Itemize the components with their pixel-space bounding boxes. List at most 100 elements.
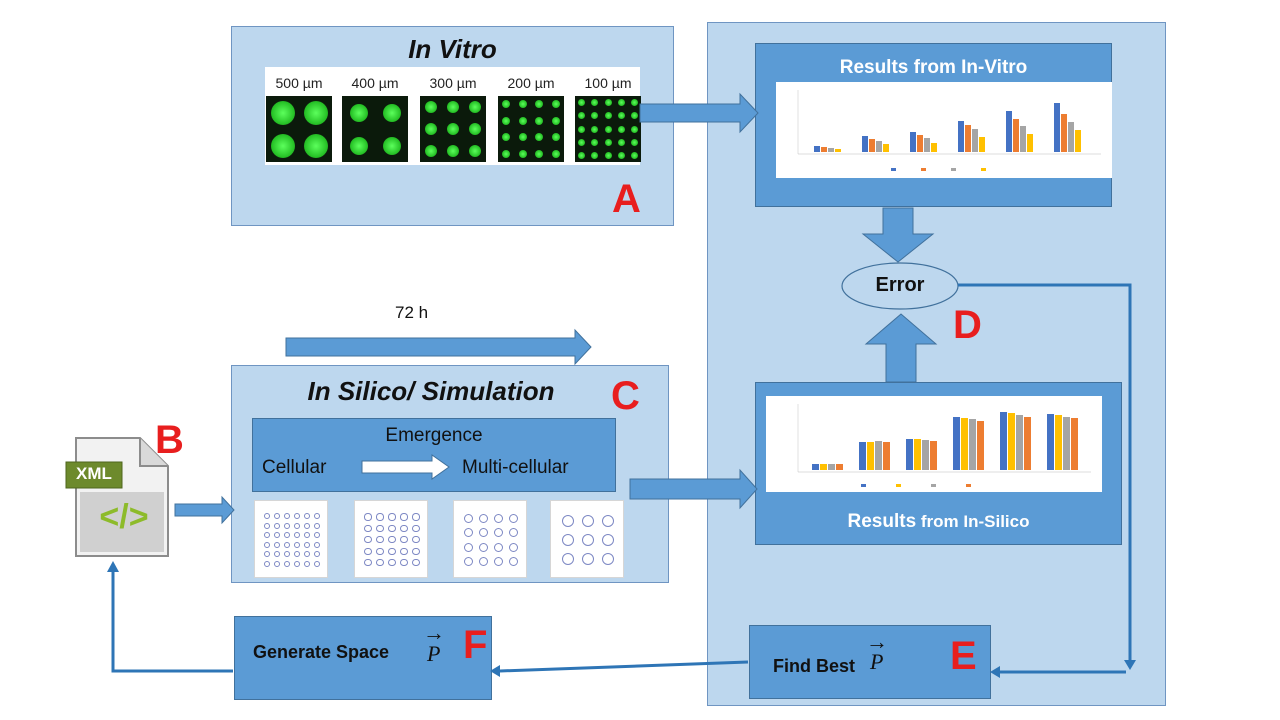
in-vitro-chart-svg [797,90,1101,171]
bar [876,141,882,152]
fluorescent-spot [551,133,560,142]
simulated-cell-cluster [400,513,408,521]
fluorescent-spot [604,151,612,159]
microscopy-image-300 [420,96,486,162]
simulated-cell-cluster [364,547,372,555]
bar [969,419,976,470]
simulation-image-300 [453,500,527,578]
simulated-cell-cluster [412,559,420,567]
simulated-cell-cluster [364,559,372,567]
fluorescent-spot [447,101,459,113]
fluorescent-spot [630,138,638,146]
bar [836,464,843,470]
simulated-cell-cluster [376,524,384,532]
simulated-cell-cluster [582,534,594,546]
bar [869,139,875,152]
bar [828,464,835,470]
fluorescent-spot [578,151,586,159]
fluorescent-spot [425,145,437,157]
fluorescent-spot [535,149,544,158]
bar [906,439,913,470]
patch-label-500: 500 µm [275,75,323,91]
bar [1024,417,1031,470]
fluorescent-spot [425,101,437,113]
patch-label-300: 300 µm [429,75,477,91]
results-in-silico-title-rest: from In-Silico [916,512,1030,531]
fluorescent-spot [578,138,586,146]
simulated-cell-cluster [582,553,594,565]
simulated-cell-cluster [464,514,473,523]
find-best-box [749,625,991,699]
simulated-cell-cluster [304,541,310,548]
simulated-cell-cluster [294,532,300,538]
fluorescent-spot [617,125,625,133]
simulated-cell-cluster [284,541,290,548]
simulated-cell-cluster [284,522,290,529]
bar [930,441,937,470]
microscopy-image-200 [498,96,564,162]
generate-space-label: Generate Space [253,642,390,662]
bar [883,442,890,470]
fluorescent-spot [349,136,368,155]
label-b: B [155,418,184,462]
bar [977,421,984,470]
multicellular-label: Multi-cellular [462,457,569,478]
simulated-cell-cluster [314,513,320,519]
simulated-cell-cluster [314,551,320,557]
bar [1054,103,1060,152]
fluorescent-spot [617,138,625,146]
simulated-cell-cluster [304,522,310,529]
bar [1016,415,1023,470]
bar [958,121,964,152]
simulated-cell-cluster [264,532,270,538]
fluorescent-spot [518,133,527,142]
bar [979,137,985,152]
bar [867,442,874,470]
error-label: Error [875,274,925,296]
fluorescent-spot [303,133,328,158]
fluorescent-spot [447,145,459,157]
generate-vector-arrow: → [423,620,445,645]
simulated-cell-cluster [400,536,408,544]
label-e: E [950,634,977,678]
microscopy-image-500 [266,96,332,162]
bar [1020,126,1026,152]
simulated-cell-cluster [274,551,280,557]
simulated-cell-cluster [304,560,310,567]
simulated-cell-cluster [274,541,280,548]
fluorescent-spot [425,123,437,135]
simulated-cell-cluster [274,532,280,538]
results-in-silico-title-bold: Results [847,511,917,532]
simulated-cell-cluster [376,559,384,567]
simulated-cell-cluster [388,536,396,544]
simulated-cell-cluster [294,551,300,557]
simulated-cell-cluster [274,522,280,529]
bar [1063,417,1070,470]
simulated-cell-cluster [509,556,518,566]
simulated-cell-cluster [314,532,320,538]
simulation-image-100 [254,500,328,578]
simulated-cell-cluster [376,536,384,544]
fluorescent-spot [502,149,511,158]
fluorescent-spot [469,101,481,113]
simulated-cell-cluster [509,528,518,538]
bar [931,143,937,152]
bar [914,439,921,470]
simulated-cell-cluster [412,536,420,544]
fluorescent-spot [502,100,511,109]
find-best-vector: P [870,649,884,674]
label-f: F [463,623,488,667]
patch-label-100: 100 µm [584,75,632,91]
bar [965,125,971,152]
fluorescent-spot [578,99,586,107]
fluorescent-spot [551,100,560,109]
generate-vector: P [427,641,441,666]
simulated-cell-cluster [412,547,420,555]
simulated-cell-cluster [400,547,408,555]
simulated-cell-cluster [284,551,290,557]
results-in-vitro-title: Results from In-Vitro [839,57,1028,78]
bar [1008,413,1015,470]
simulation-image-400 [550,500,624,578]
simulated-cell-cluster [294,560,300,567]
fluorescent-spot [630,125,638,133]
